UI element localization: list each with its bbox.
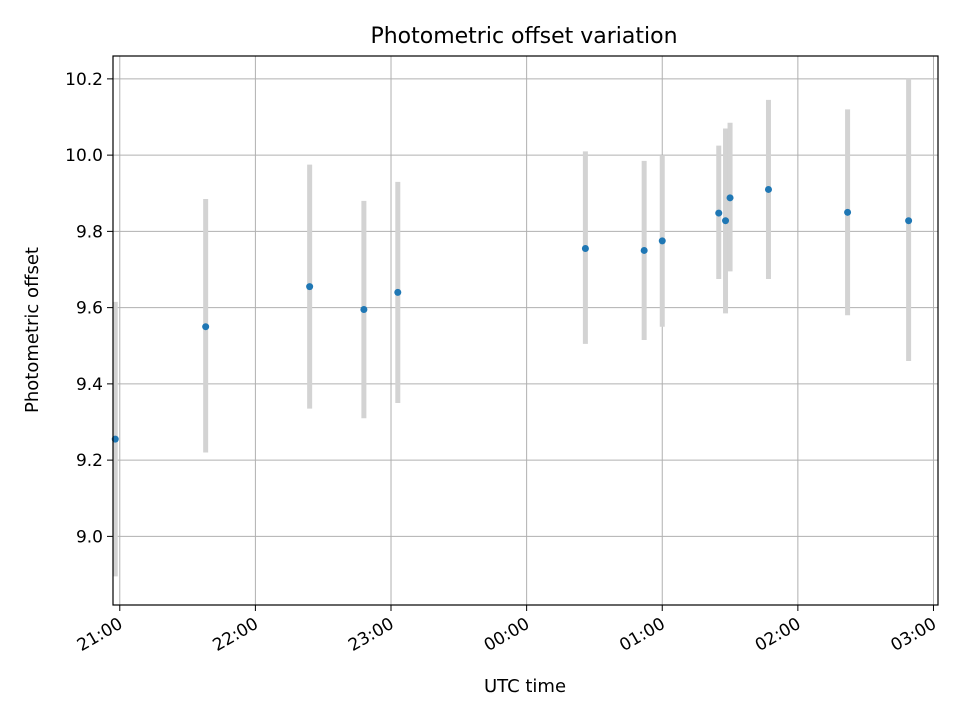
y-tick-label: 9.4 (76, 375, 103, 395)
data-point (581, 245, 589, 253)
data-point (306, 283, 314, 291)
y-tick-label: 9.0 (76, 527, 103, 547)
x-axis-label: UTC time (484, 676, 566, 697)
data-point (715, 209, 723, 217)
y-axis-ticks: 9.0 9.2 9.4 9.6 9.8 10.0 10.2 (65, 70, 113, 547)
data-point (360, 306, 368, 314)
data-point (640, 246, 648, 254)
data-points (111, 185, 913, 443)
y-tick-label: 9.6 (76, 299, 103, 319)
data-point (844, 208, 852, 216)
data-point (764, 185, 772, 193)
y-tick-label: 9.8 (76, 222, 103, 242)
data-point (722, 217, 730, 225)
data-point (726, 194, 734, 202)
data-point (202, 323, 210, 331)
data-point (658, 237, 666, 245)
gridlines (113, 56, 938, 605)
y-tick-label: 10.0 (65, 146, 103, 166)
data-point (394, 288, 402, 296)
y-tick-label: 10.2 (65, 70, 103, 90)
y-axis-label: Photometric offset (22, 247, 43, 413)
chart-title: Photometric offset variation (370, 24, 677, 49)
y-tick-label: 9.2 (76, 451, 103, 471)
data-point (905, 217, 913, 225)
plot-frame (112, 55, 939, 606)
